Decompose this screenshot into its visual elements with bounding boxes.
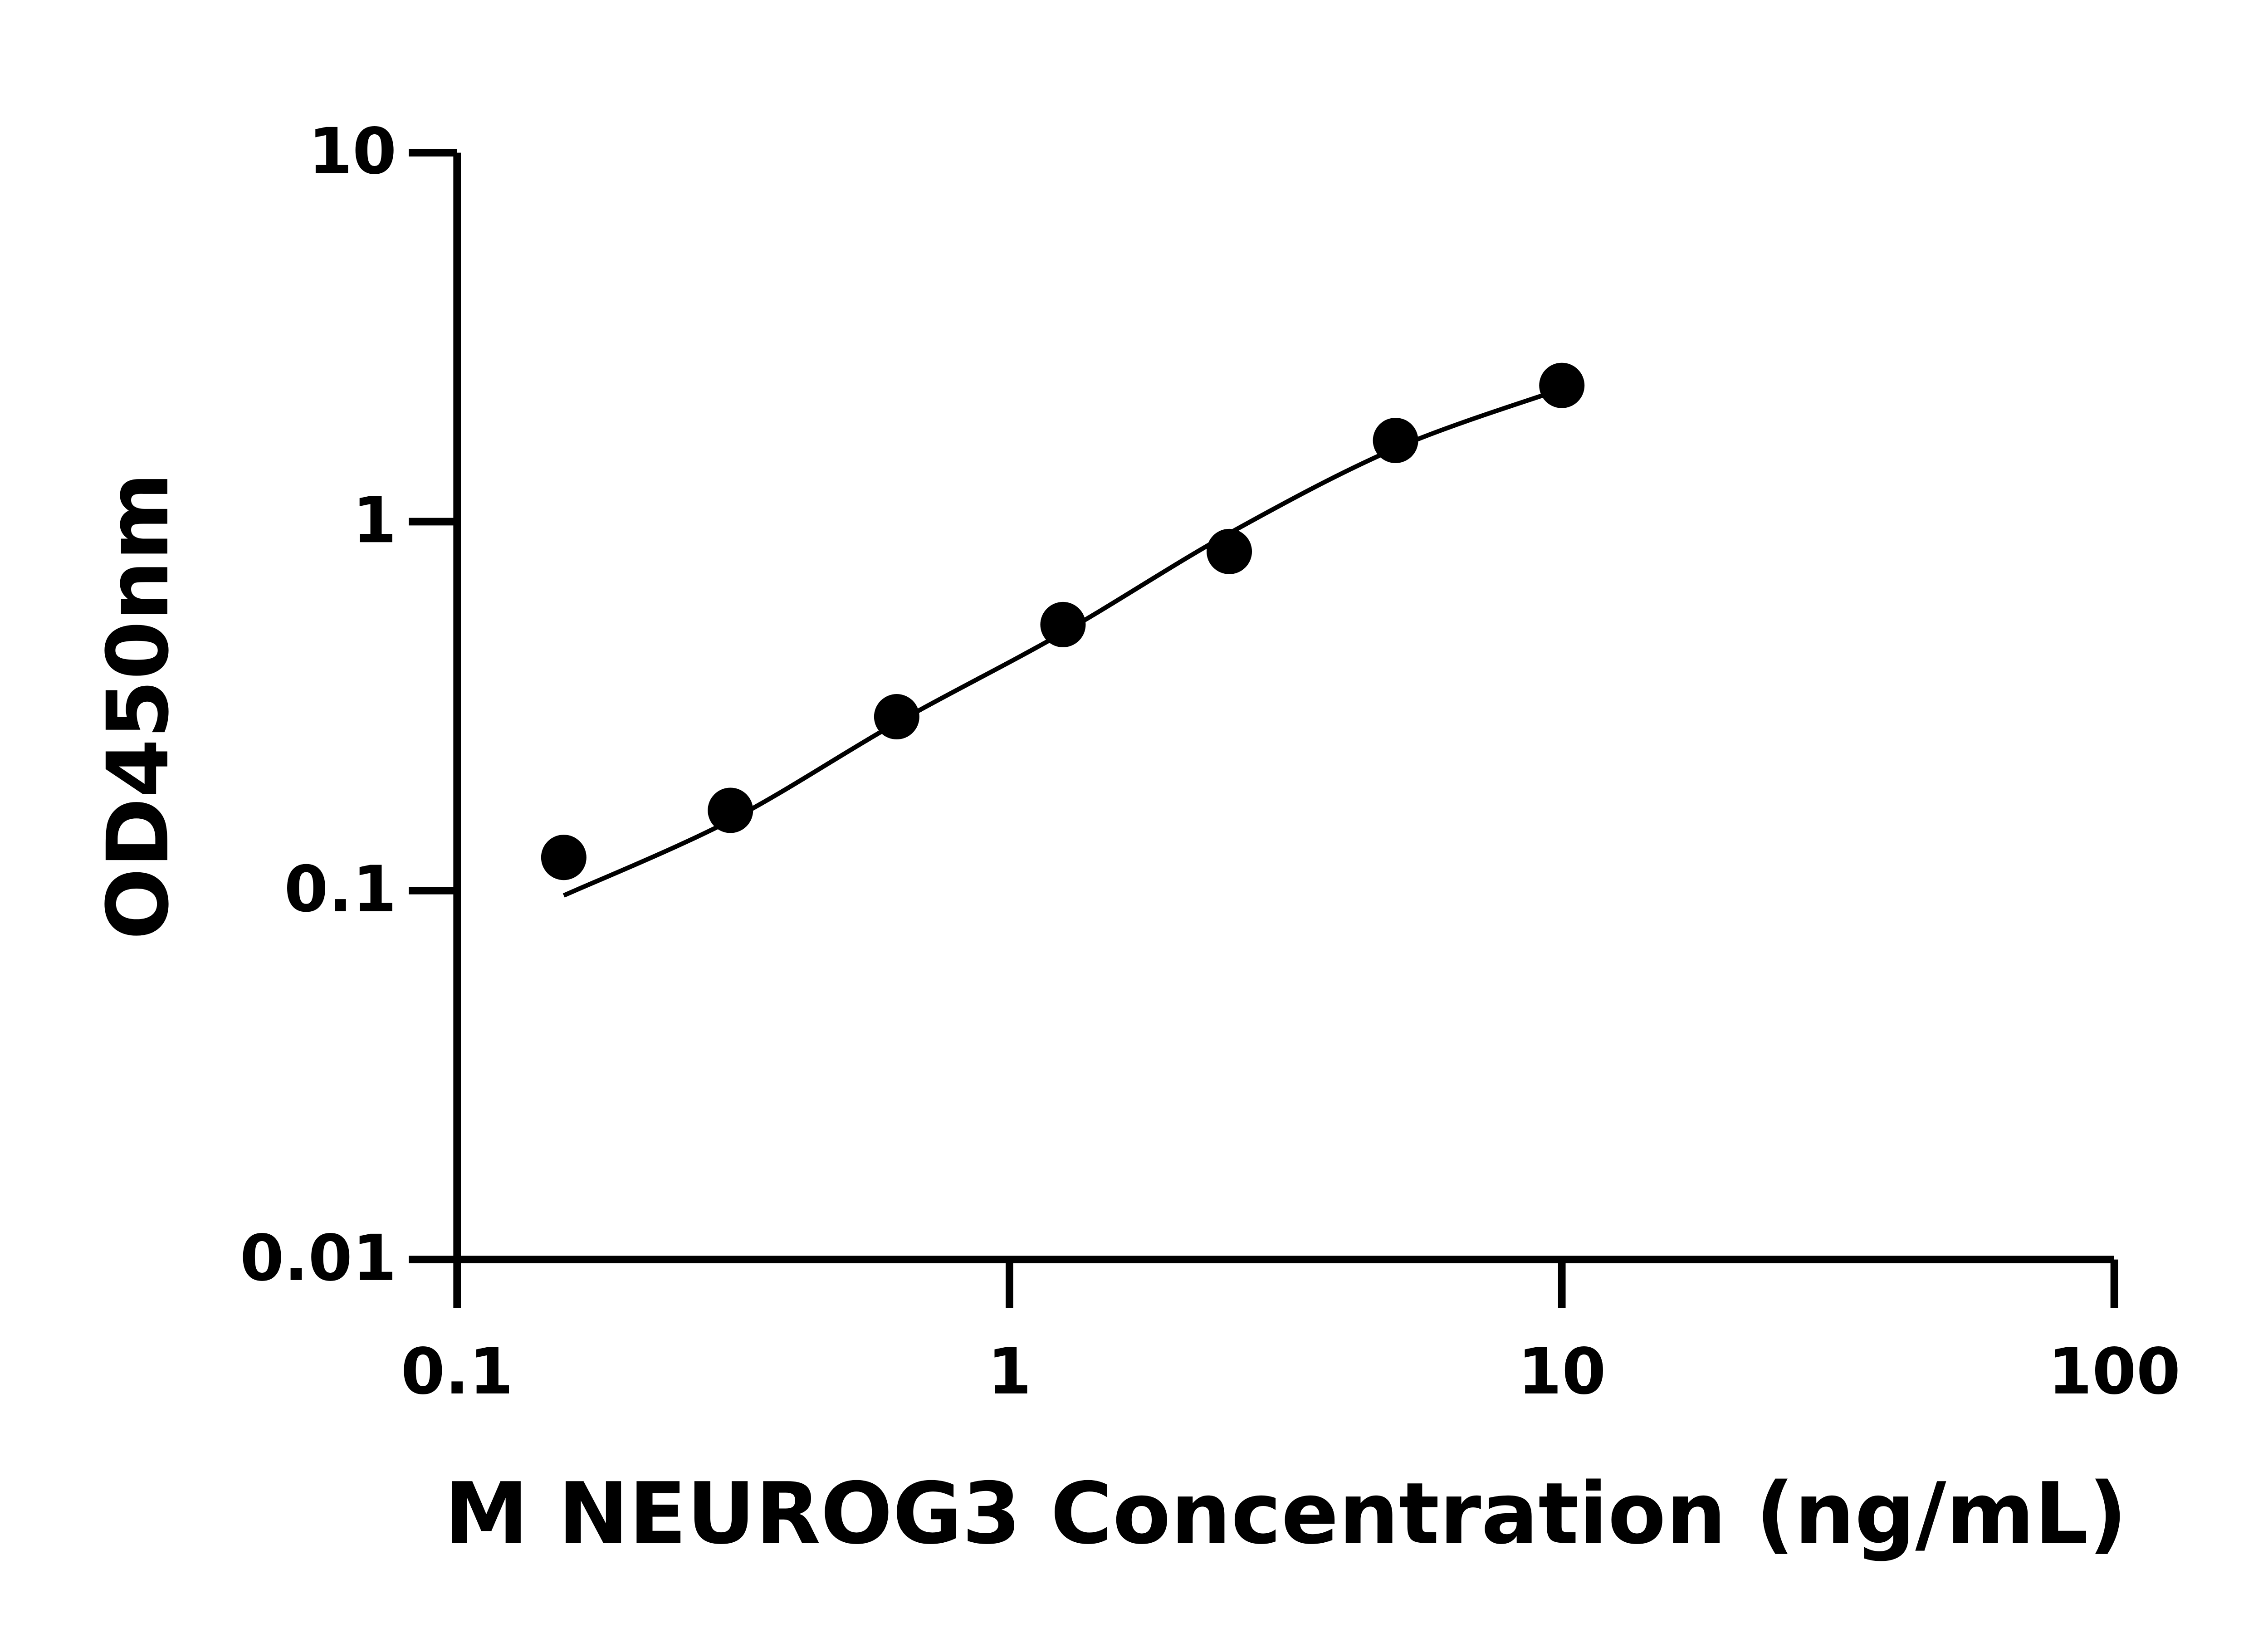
data-point <box>541 835 587 880</box>
x-tick-label: 1 <box>987 1335 1031 1409</box>
x-tick-label: 10 <box>1518 1335 1606 1409</box>
data-point <box>1040 601 1086 647</box>
x-axis-title: M NEUROG3 Concentration (ng/mL) <box>444 1465 2127 1563</box>
x-tick-label: 0.1 <box>401 1335 513 1409</box>
data-point <box>1539 362 1585 408</box>
x-tick-label: 100 <box>2048 1335 2180 1409</box>
y-tick-label: 0.1 <box>284 853 396 927</box>
y-axis-title: OD450nm <box>89 472 188 940</box>
data-point <box>708 787 753 833</box>
y-tick-label: 1 <box>352 484 396 557</box>
y-tick-label: 0.01 <box>240 1222 396 1296</box>
y-tick-label: 10 <box>308 115 397 189</box>
fit-curve <box>562 386 1563 898</box>
